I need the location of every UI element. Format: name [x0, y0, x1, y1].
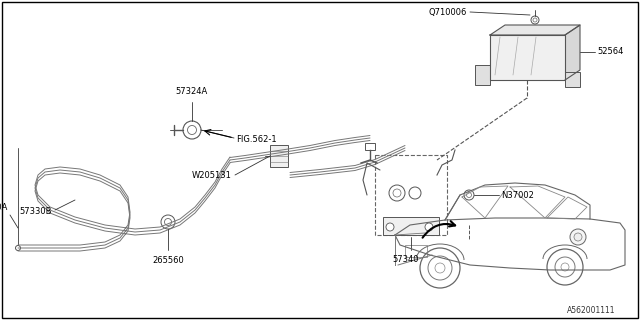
Text: 52564: 52564: [597, 47, 623, 57]
Bar: [270, 145, 288, 167]
Circle shape: [188, 125, 196, 134]
Circle shape: [547, 249, 583, 285]
Bar: [475, 65, 490, 85]
Circle shape: [428, 256, 452, 280]
Circle shape: [386, 223, 394, 231]
Polygon shape: [490, 25, 580, 35]
Polygon shape: [565, 25, 580, 80]
Text: 265560: 265560: [152, 256, 184, 265]
Circle shape: [561, 263, 569, 271]
Text: A562001111: A562001111: [566, 306, 615, 315]
Bar: [383, 217, 439, 235]
Circle shape: [183, 121, 201, 139]
Text: FIG.562-1: FIG.562-1: [236, 134, 276, 143]
Circle shape: [389, 185, 405, 201]
Circle shape: [574, 233, 582, 241]
Circle shape: [467, 193, 472, 197]
Circle shape: [161, 215, 175, 229]
Circle shape: [420, 248, 460, 288]
Bar: [375, 155, 447, 235]
Circle shape: [531, 16, 539, 24]
Circle shape: [425, 223, 433, 231]
Text: 57324A: 57324A: [176, 87, 208, 96]
Text: 57330A: 57330A: [0, 203, 8, 212]
Circle shape: [533, 18, 537, 22]
Circle shape: [555, 257, 575, 277]
Text: N37002: N37002: [501, 190, 534, 199]
Circle shape: [435, 263, 445, 273]
Circle shape: [409, 187, 421, 199]
Bar: [565, 72, 580, 87]
Text: Q710006: Q710006: [429, 7, 467, 17]
Bar: [365, 143, 375, 150]
Bar: [405, 245, 427, 257]
Circle shape: [15, 245, 20, 251]
Circle shape: [164, 219, 172, 226]
Text: 57340: 57340: [393, 255, 419, 264]
Circle shape: [570, 229, 586, 245]
Text: 57330B: 57330B: [19, 206, 52, 215]
Polygon shape: [490, 35, 565, 80]
Text: W205131: W205131: [192, 172, 232, 180]
Circle shape: [464, 190, 474, 200]
Circle shape: [393, 189, 401, 197]
